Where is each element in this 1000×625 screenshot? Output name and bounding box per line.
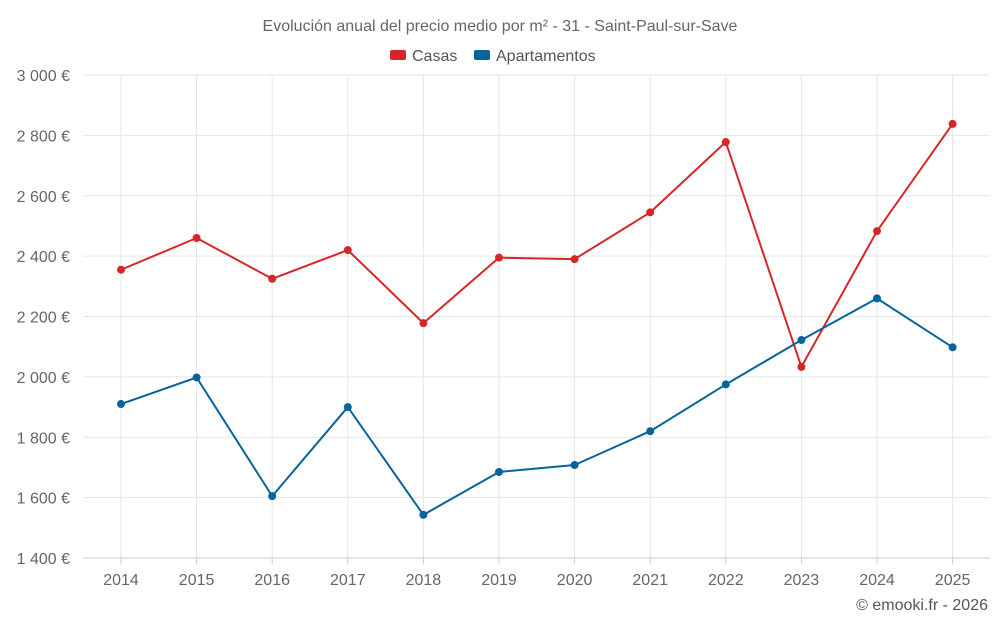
credit-text: © emooki.fr - 2026 [856,597,988,614]
series-line-casas[interactable] [120,123,954,368]
x-tick-label: 2018 [406,572,442,589]
data-point-casas[interactable] [873,227,881,236]
data-point-apartamentos[interactable] [419,510,428,519]
y-tick-label: 1 400 € [17,551,70,568]
y-tick-label: 1 600 € [17,491,70,508]
data-point-casas[interactable] [495,253,503,262]
y-tick-label: 2 200 € [17,310,70,327]
y-tick-label: 2 800 € [17,128,70,145]
x-tick-label: 2021 [632,572,668,589]
grid [83,74,990,559]
data-point-apartamentos[interactable] [721,380,730,389]
y-axis: 1 400 € 1 600 € 1 800 € 2 000 € 2 200 € 2 400… [17,68,70,568]
data-point-casas[interactable] [343,246,352,255]
x-tick-label: 2024 [859,572,895,589]
x-tick-label: 2014 [103,572,139,589]
data-point-apartamentos[interactable] [873,294,881,303]
legend-label-apartamentos[interactable]: Apartamentos [496,48,596,65]
legend-swatch-casas[interactable] [390,50,406,60]
x-tick-label: 2016 [254,572,290,589]
data-point-casas[interactable] [117,265,125,274]
chart-title: Evolución anual del precio medio por m² … [263,18,738,35]
data-point-casas[interactable] [797,362,806,371]
legend-label-casas[interactable]: Casas [412,48,457,65]
x-tick-label: 2019 [481,572,517,589]
x-tick-label: 2017 [330,572,366,589]
series-line-apartamentos[interactable] [120,297,954,516]
data-point-casas[interactable] [268,274,277,283]
x-tick-label: 2020 [557,572,593,589]
data-point-casas[interactable] [721,138,730,147]
x-tick-label: 2015 [179,572,215,589]
data-point-apartamentos[interactable] [797,336,806,345]
x-tick-label: 2023 [784,572,820,589]
data-point-apartamentos[interactable] [646,427,655,436]
data-point-apartamentos[interactable] [343,403,352,412]
data-point-apartamentos[interactable] [117,400,125,409]
data-point-casas[interactable] [570,255,579,264]
x-tick-label: 2025 [935,572,971,589]
data-point-apartamentos[interactable] [268,492,277,501]
data-point-casas[interactable] [192,234,201,243]
legend-swatch-apartamentos[interactable] [474,50,490,60]
data-point-apartamentos[interactable] [495,467,503,476]
data-point-apartamentos[interactable] [948,343,957,352]
y-tick-label: 2 000 € [17,370,70,387]
data-point-casas[interactable] [948,119,957,128]
y-tick-label: 3 000 € [17,68,70,85]
data-point-apartamentos[interactable] [570,461,579,470]
data-point-apartamentos[interactable] [192,373,201,382]
y-tick-label: 2 600 € [17,189,70,206]
legend: Casas Apartamentos [390,48,596,65]
series [117,119,957,519]
x-axis: 2014 2015 2016 2017 2018 2019 2020 2021 2022 2023… [83,557,990,589]
x-tick-label: 2022 [708,572,744,589]
y-tick-label: 2 400 € [17,249,70,266]
data-point-casas[interactable] [646,208,655,217]
y-tick-label: 1 800 € [17,430,70,447]
data-point-casas[interactable] [419,319,428,328]
